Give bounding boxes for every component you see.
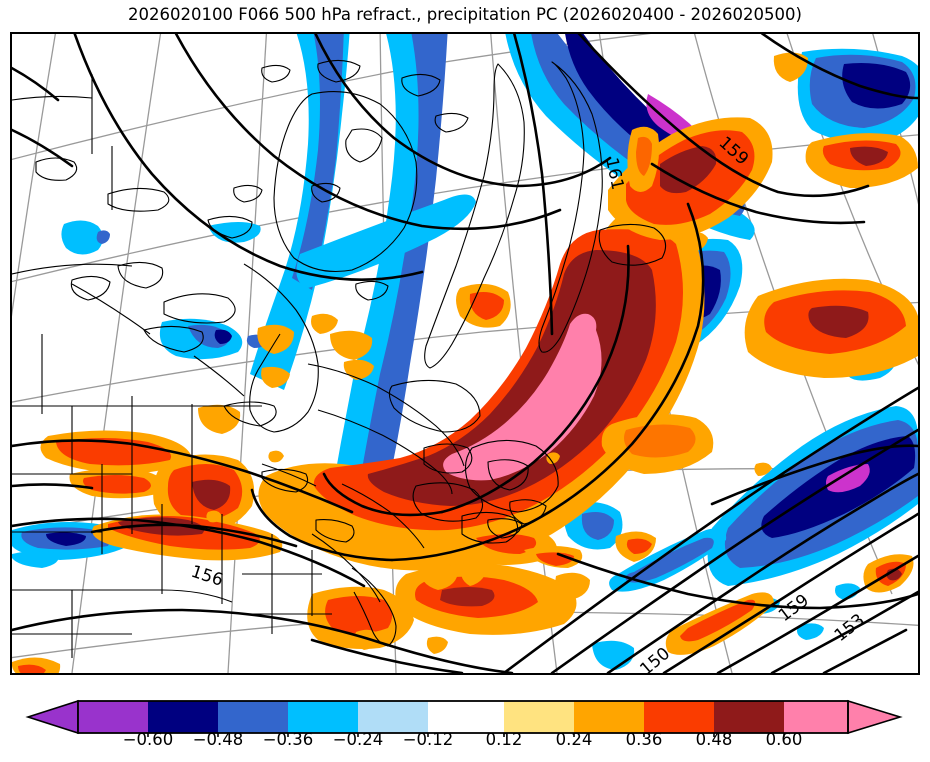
colorbar-tick-label-3: −0.24 [332, 730, 384, 749]
colorbar-tick-labels: −0.60 −0.48 −0.36 −0.24 −0.12 0.12 0.24 0.36 0.4… [0, 730, 930, 756]
colorbar-swatch-6 [504, 701, 574, 733]
colorbar-tick-label-0: −0.60 [122, 730, 174, 749]
map-canvas: 159 161 150 159 153 156 [12, 34, 918, 673]
colorbar-swatch-9 [714, 701, 784, 733]
colorbar-canvas [25, 699, 903, 737]
colorbar-tick-label-1: −0.48 [192, 730, 244, 749]
colorbar-swatch-8 [644, 701, 714, 733]
colorbar-outline [77, 700, 849, 734]
colorbar-swatch-10 [784, 701, 848, 733]
colorbar-tick-label-9: 0.60 [765, 730, 803, 749]
colorbar-tick-label-4: −0.12 [402, 730, 454, 749]
colorbar-swatch-1 [148, 701, 218, 733]
colorbar-extend-right [847, 699, 903, 735]
colorbar[interactable]: −0.60 −0.48 −0.36 −0.24 −0.12 0.12 0.24 0.36 0.4… [0, 697, 930, 757]
coastline-outlines [12, 59, 667, 658]
colorbar-swatch-4 [358, 701, 428, 733]
colorbar-swatch-0 [78, 701, 148, 733]
colorbar-swatch-3 [288, 701, 358, 733]
colorbar-swatch-5 [428, 701, 504, 733]
colorbar-tick-label-5: 0.12 [485, 730, 523, 749]
colorbar-ticks [147, 733, 785, 737]
colorbar-tick-label-2: −0.36 [262, 730, 314, 749]
colorbar-swatch-7 [574, 701, 644, 733]
colorbar-swatch-2 [218, 701, 288, 733]
colorbar-tick-label-7: 0.36 [625, 730, 663, 749]
map-plot-area[interactable]: 159 161 150 159 153 156 [10, 32, 920, 675]
figure-title: 2026020100 F066 500 hPa refract., precip… [128, 5, 802, 24]
colorbar-extend-left [25, 699, 79, 735]
colorbar-tick-label-8: 0.48 [695, 730, 733, 749]
refractivity-contours [12, 34, 918, 673]
colorbar-tick-label-6: 0.24 [555, 730, 593, 749]
